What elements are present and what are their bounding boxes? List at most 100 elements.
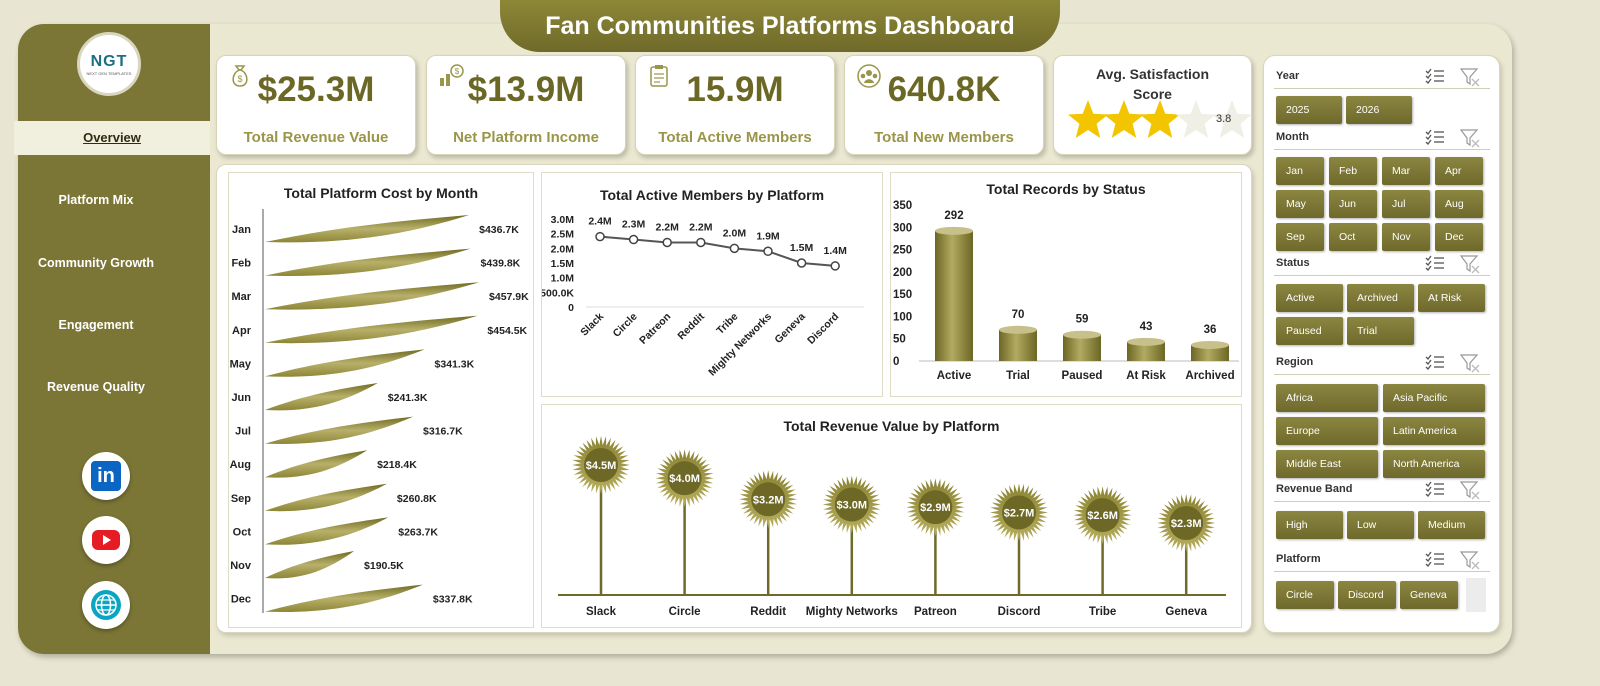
slicer-region-europe[interactable]: Europe — [1276, 417, 1378, 445]
bar-head-core — [834, 487, 869, 522]
bar-head-core — [1169, 506, 1204, 540]
data-label: 2.2M — [689, 221, 713, 233]
slicer-year-2026[interactable]: 2026 — [1346, 96, 1412, 124]
slicer-status-at-risk[interactable]: At Risk — [1418, 284, 1485, 312]
slicer-month-may[interactable]: May — [1276, 190, 1324, 218]
slicer-region-north-america[interactable]: North America — [1383, 450, 1485, 478]
slicer-month-aug[interactable]: Aug — [1435, 190, 1483, 218]
satisfaction-title-line1: Avg. Satisfaction — [1095, 66, 1210, 82]
nav-item-overview[interactable]: Overview — [14, 121, 210, 155]
slicer-region-latin-america[interactable]: Latin America — [1383, 417, 1485, 445]
star-icon — [1212, 100, 1252, 138]
clear-filter-icon[interactable] — [1459, 550, 1481, 570]
slicer-month-nov[interactable]: Nov — [1382, 223, 1430, 251]
slicer-month-mar[interactable]: Mar — [1382, 157, 1430, 185]
company-logo[interactable]: NGT NEXT GEN TEMPLATES — [77, 32, 141, 96]
slicer-region-middle-east[interactable]: Middle East — [1276, 450, 1378, 478]
slicer-status-paused[interactable]: Paused — [1276, 317, 1343, 345]
x-tick-label: At Risk — [1126, 370, 1166, 382]
data-label: $241.3K — [388, 392, 428, 404]
slicer-month-sep[interactable]: Sep — [1276, 223, 1324, 251]
clear-filter-icon[interactable] — [1459, 254, 1481, 274]
bar — [265, 349, 425, 377]
slicer-month-jan[interactable]: Jan — [1276, 157, 1324, 185]
linkedin-button[interactable]: in — [82, 452, 130, 500]
slicer-month-oct[interactable]: Oct — [1329, 223, 1377, 251]
bar — [1191, 344, 1229, 361]
x-tick-label: Geneva — [772, 311, 807, 346]
slicer-platform-geneva[interactable]: Geneva — [1400, 581, 1458, 609]
slicer-month-apr[interactable]: Apr — [1435, 157, 1483, 185]
y-tick-label: 1.5M — [551, 258, 575, 270]
x-tick-label: Mighty Networks — [806, 606, 898, 618]
website-button[interactable] — [82, 581, 130, 629]
multi-select-icon[interactable] — [1424, 354, 1446, 372]
x-tick-label: Geneva — [1165, 606, 1207, 618]
clear-filter-icon[interactable] — [1459, 480, 1481, 500]
data-point — [696, 237, 706, 248]
y-tick-label: 2.0M — [551, 243, 575, 255]
youtube-icon — [92, 530, 120, 550]
active-members-card: Total Active Members by Platform 0 500.0K… — [541, 172, 883, 397]
bar — [265, 551, 355, 579]
records-status-chart: 0 50 100 150 200 250 300 350 292 Active 70 Trial 59 P… — [893, 200, 1239, 382]
multi-select-icon[interactable] — [1424, 68, 1446, 86]
page-title: Fan Communities Platforms Dashboard — [500, 0, 1060, 52]
slicer-month-feb[interactable]: Feb — [1329, 157, 1377, 185]
multi-select-icon[interactable] — [1424, 481, 1446, 499]
slicer-revenue-band-medium[interactable]: Medium — [1418, 511, 1485, 539]
slicer-month-jun[interactable]: Jun — [1329, 190, 1377, 218]
slicer-title-month: Month — [1276, 131, 1309, 143]
slicer-status-trial[interactable]: Trial — [1347, 317, 1414, 345]
slicer-scrollbar[interactable] — [1466, 578, 1486, 612]
slicer-title-region: Region — [1276, 356, 1314, 368]
data-point — [830, 261, 840, 271]
slicer-region-asia-pacific[interactable]: Asia Pacific — [1383, 384, 1485, 412]
slicer-region-africa[interactable]: Africa — [1276, 384, 1378, 412]
data-label: 59 — [1076, 314, 1089, 326]
data-label: 292 — [944, 210, 963, 222]
slicer-divider — [1274, 571, 1490, 572]
money-bag-icon: $ — [232, 65, 248, 87]
kpi-value: 15.9M — [686, 70, 784, 109]
bar-head-core — [667, 461, 702, 496]
multi-select-icon[interactable] — [1424, 129, 1446, 147]
data-label: 43 — [1140, 321, 1153, 333]
slicer-year-2025[interactable]: 2025 — [1276, 96, 1342, 124]
slicer-status-active[interactable]: Active — [1276, 284, 1343, 312]
slicer-platform-discord[interactable]: Discord — [1338, 581, 1396, 609]
x-tick-label: Tribe — [714, 311, 740, 337]
clear-filter-icon[interactable] — [1459, 353, 1481, 373]
slicer-month-dec[interactable]: Dec — [1435, 223, 1483, 251]
nav-item-community-growth[interactable]: Community Growth — [38, 256, 154, 270]
nav-item-platform-mix[interactable]: Platform Mix — [58, 193, 134, 207]
multi-select-icon[interactable] — [1424, 255, 1446, 273]
data-label: 1.9M — [756, 230, 780, 242]
slicer-revenue-band-high[interactable]: High — [1276, 511, 1343, 539]
clear-filter-icon[interactable] — [1459, 128, 1481, 148]
x-tick-label: Reddit — [750, 606, 786, 618]
slicer-platform-circle[interactable]: Circle — [1276, 581, 1334, 609]
slicer-divider — [1274, 88, 1490, 89]
nav-item-engagement[interactable]: Engagement — [58, 318, 134, 332]
x-tick-label: Circle — [669, 606, 701, 618]
nav-item-revenue-quality[interactable]: Revenue Quality — [47, 380, 145, 394]
clear-filter-icon[interactable] — [1459, 67, 1481, 87]
y-tick-label: Feb — [231, 258, 251, 270]
x-tick-label: Reddit — [675, 310, 707, 342]
youtube-button[interactable] — [82, 516, 130, 564]
slicer-status-archived[interactable]: Archived — [1347, 284, 1414, 312]
active-members-chart: 0 500.0K 1.0M 1.5M 2.0M 2.5M 3.0M 2.4M Slack 2.3M… — [542, 214, 864, 379]
data-label: $316.7K — [423, 426, 463, 438]
bar — [999, 329, 1037, 361]
slicer-divider — [1274, 501, 1490, 502]
x-tick-label: Tribe — [1089, 606, 1116, 618]
data-label: 1.5M — [790, 242, 814, 254]
slicer-month-jul[interactable]: Jul — [1382, 190, 1430, 218]
kpi-net-income: $ $13.9M Net Platform Income — [426, 55, 626, 155]
revenue-card: Total Revenue Value by Platform $4.5M Sla… — [541, 404, 1242, 628]
slicer-revenue-band-low[interactable]: Low — [1347, 511, 1414, 539]
income-chart-icon: $ — [440, 64, 464, 86]
multi-select-icon[interactable] — [1424, 551, 1446, 569]
bar — [265, 383, 378, 411]
